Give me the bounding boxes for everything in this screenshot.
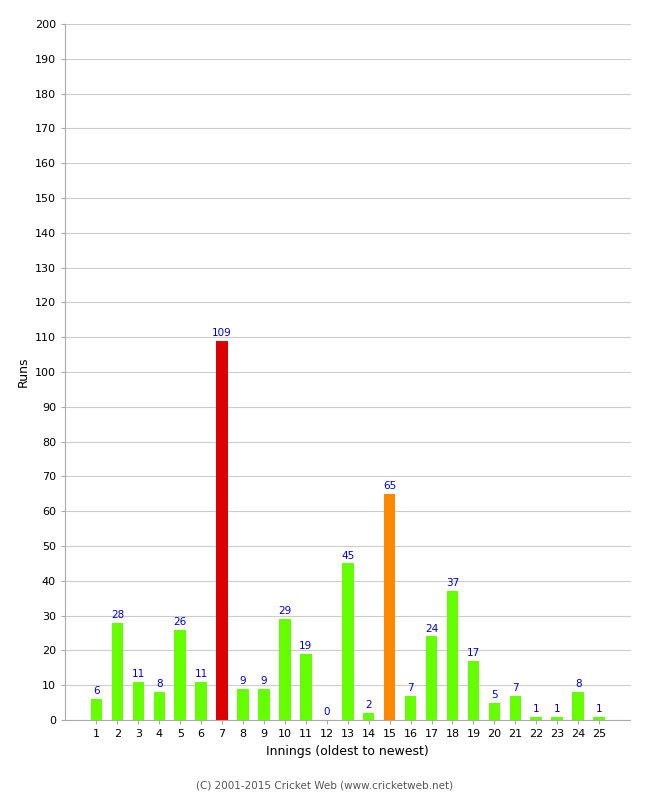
Text: 65: 65 (383, 481, 396, 491)
Text: 8: 8 (575, 679, 581, 690)
Text: 45: 45 (341, 550, 354, 561)
Bar (489, 702, 500, 720)
Text: 28: 28 (111, 610, 124, 620)
Bar (551, 717, 563, 720)
Text: 1: 1 (533, 704, 540, 714)
Bar (216, 341, 228, 720)
Text: 9: 9 (240, 676, 246, 686)
Bar (405, 696, 417, 720)
Text: 26: 26 (174, 617, 187, 626)
X-axis label: Innings (oldest to newest): Innings (oldest to newest) (266, 745, 429, 758)
Text: 1: 1 (554, 704, 560, 714)
Text: 11: 11 (132, 669, 145, 679)
Bar (573, 692, 584, 720)
Text: 29: 29 (278, 606, 292, 616)
Bar (510, 696, 521, 720)
Text: 8: 8 (156, 679, 162, 690)
Bar (300, 654, 311, 720)
Bar (447, 591, 458, 720)
Text: 9: 9 (261, 676, 267, 686)
Text: 5: 5 (491, 690, 498, 700)
Bar (174, 630, 186, 720)
Y-axis label: Runs: Runs (16, 357, 29, 387)
Text: 19: 19 (299, 641, 313, 651)
Text: 24: 24 (425, 624, 438, 634)
Bar (593, 717, 604, 720)
Bar (112, 622, 123, 720)
Text: 11: 11 (194, 669, 208, 679)
Bar (133, 682, 144, 720)
Bar (342, 563, 354, 720)
Bar (279, 619, 291, 720)
Text: 37: 37 (446, 578, 459, 589)
Text: 2: 2 (365, 700, 372, 710)
Bar (196, 682, 207, 720)
Bar (237, 689, 249, 720)
Bar (530, 717, 542, 720)
Text: 7: 7 (512, 683, 519, 693)
Text: 17: 17 (467, 648, 480, 658)
Text: 0: 0 (324, 707, 330, 718)
Bar (363, 713, 374, 720)
Bar (426, 637, 437, 720)
Text: (C) 2001-2015 Cricket Web (www.cricketweb.net): (C) 2001-2015 Cricket Web (www.cricketwe… (196, 781, 454, 790)
Bar (153, 692, 165, 720)
Bar (384, 494, 395, 720)
Bar (91, 699, 102, 720)
Text: 109: 109 (213, 328, 232, 338)
Bar (258, 689, 270, 720)
Bar (467, 661, 479, 720)
Text: 7: 7 (408, 683, 414, 693)
Text: 6: 6 (93, 686, 100, 696)
Text: 1: 1 (595, 704, 603, 714)
